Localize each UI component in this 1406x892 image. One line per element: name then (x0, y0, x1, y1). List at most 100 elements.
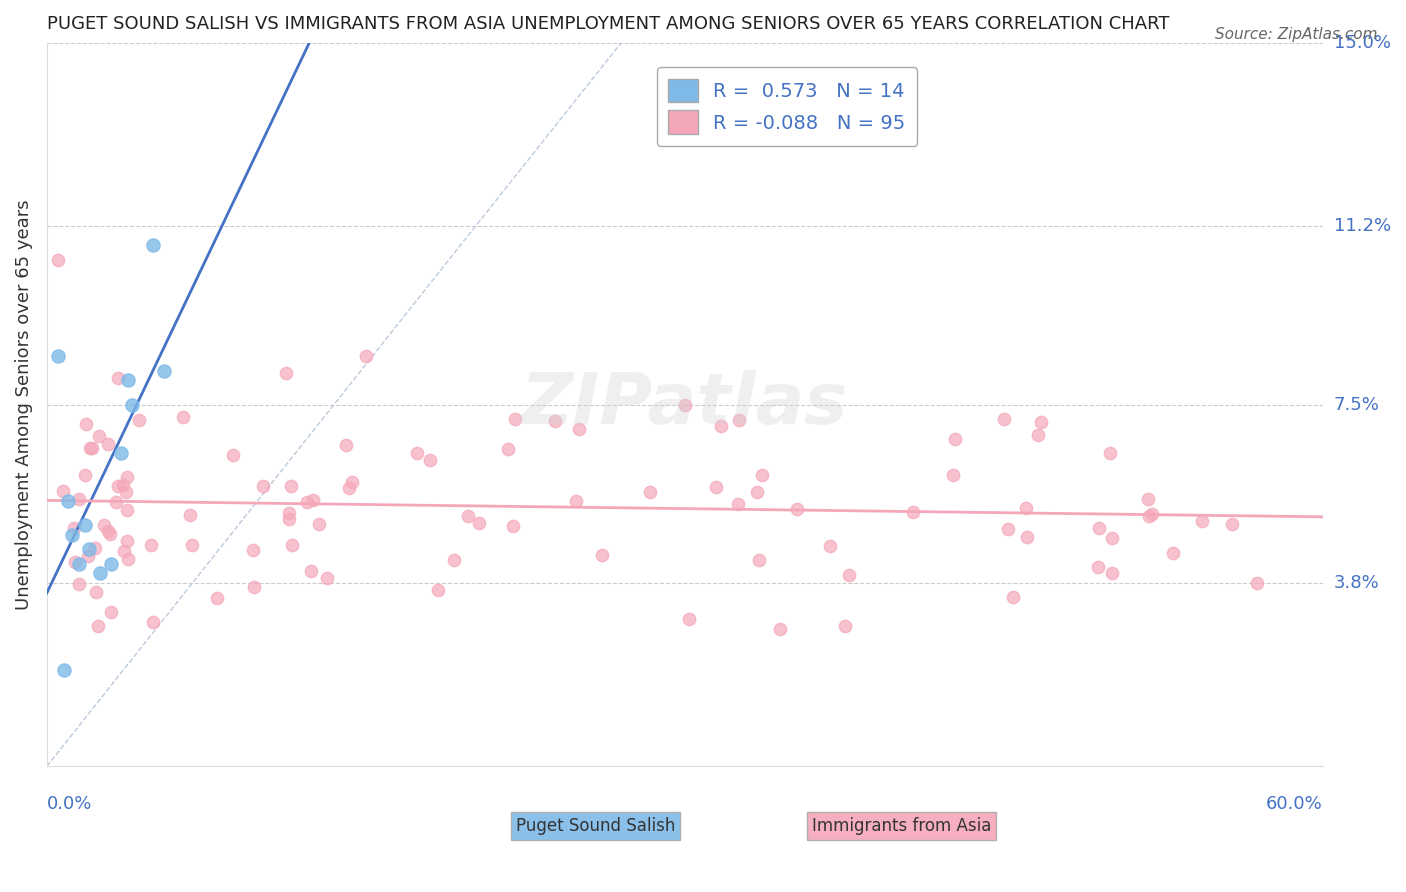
Point (60, 528, 83, 542)
Point (342, 475, 364, 490)
Point (299, 564, 322, 578)
Point (117, 374, 139, 388)
Point (52, 663, 75, 677)
Point (751, 468, 773, 483)
Point (112, 544, 135, 558)
Point (84, 584, 107, 599)
Point (115, 485, 138, 500)
Point (354, 350, 377, 364)
Point (73, 468, 96, 483)
Point (121, 398, 143, 412)
Point (405, 446, 427, 460)
Point (1101, 566, 1123, 580)
Text: PUGET SOUND SALISH VS IMMIGRANTS FROM ASIA UNEMPLOYMENT AMONG SENIORS OVER 65 YE: PUGET SOUND SALISH VS IMMIGRANTS FROM AS… (46, 15, 1170, 33)
Point (280, 479, 302, 493)
Point (84, 541, 107, 556)
Point (107, 479, 129, 493)
Point (153, 364, 176, 378)
Point (544, 414, 567, 428)
Point (115, 503, 138, 517)
Point (997, 522, 1019, 536)
Point (748, 553, 770, 567)
Point (67, 491, 90, 506)
Point (242, 543, 264, 558)
Point (117, 552, 139, 566)
Y-axis label: Unemployment Among Seniors over 65 years: Unemployment Among Seniors over 65 years (15, 199, 32, 610)
Point (89, 566, 111, 581)
Point (457, 509, 479, 524)
Point (278, 512, 301, 526)
Point (141, 538, 163, 552)
Text: Immigrants from Asia: Immigrants from Asia (813, 817, 991, 835)
Point (243, 580, 266, 594)
Point (838, 568, 860, 582)
Point (67, 577, 90, 591)
Point (1087, 560, 1109, 574)
Point (112, 477, 135, 491)
Point (75, 417, 97, 432)
Point (496, 442, 519, 457)
Point (993, 412, 1015, 426)
Point (502, 519, 524, 533)
Point (638, 485, 661, 500)
Point (274, 366, 297, 380)
Point (280, 538, 302, 552)
Point (87, 619, 110, 633)
Point (89, 429, 111, 443)
Point (337, 481, 360, 495)
Point (443, 553, 465, 567)
Point (1191, 515, 1213, 529)
Point (117, 470, 139, 484)
Point (1161, 546, 1184, 560)
Point (79, 542, 101, 557)
Point (1101, 531, 1123, 545)
Point (769, 622, 792, 636)
Point (503, 412, 526, 426)
Point (110, 446, 132, 460)
Point (419, 453, 441, 467)
Point (278, 506, 301, 520)
Point (97, 524, 120, 538)
Point (335, 438, 357, 452)
Point (1137, 508, 1160, 523)
Point (180, 538, 202, 552)
Point (179, 508, 201, 523)
Point (56, 494, 79, 508)
Point (591, 548, 613, 562)
Point (77, 549, 100, 564)
Point (704, 480, 727, 494)
Point (222, 448, 245, 462)
Text: 7.5%: 7.5% (1334, 396, 1379, 414)
Point (46, 252, 69, 267)
Point (728, 413, 751, 427)
Text: ZIPatlas: ZIPatlas (522, 370, 848, 439)
Point (745, 485, 768, 500)
Point (97, 437, 120, 451)
Text: Puget Sound Salish: Puget Sound Salish (516, 817, 675, 835)
Text: Source: ZipAtlas.com: Source: ZipAtlas.com (1215, 27, 1378, 42)
Point (1015, 530, 1038, 544)
Point (943, 432, 966, 446)
Point (942, 467, 965, 482)
Point (678, 612, 700, 626)
Point (565, 494, 588, 508)
Point (63, 555, 86, 569)
Point (427, 582, 450, 597)
Point (46, 350, 69, 364)
Point (1026, 427, 1049, 442)
Point (673, 398, 696, 412)
Point (63, 521, 86, 535)
Point (82, 441, 104, 455)
Point (205, 591, 228, 605)
Point (903, 505, 925, 519)
Point (115, 534, 138, 549)
Point (100, 605, 122, 619)
Point (52, 484, 75, 499)
Point (128, 413, 150, 427)
Point (1136, 492, 1159, 507)
Point (316, 572, 339, 586)
Point (104, 495, 127, 509)
Point (820, 540, 842, 554)
Point (727, 497, 749, 511)
Text: 3.8%: 3.8% (1334, 574, 1379, 592)
